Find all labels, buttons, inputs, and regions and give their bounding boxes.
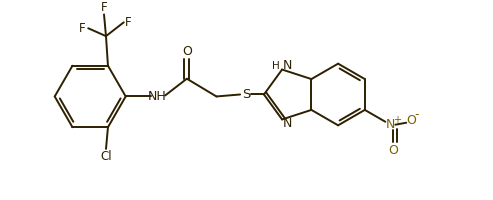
Text: S: S xyxy=(242,88,250,101)
Text: H: H xyxy=(272,61,280,71)
Text: O: O xyxy=(406,114,416,127)
Text: N: N xyxy=(386,118,395,131)
Text: O: O xyxy=(388,144,398,157)
Text: F: F xyxy=(101,1,107,14)
Text: F: F xyxy=(125,16,132,29)
Text: Cl: Cl xyxy=(100,150,112,163)
Text: F: F xyxy=(79,22,86,35)
Text: +: + xyxy=(393,115,401,125)
Text: N: N xyxy=(283,59,292,72)
Text: N: N xyxy=(283,117,292,130)
Text: O: O xyxy=(182,45,192,58)
Text: NH: NH xyxy=(148,90,167,103)
Text: -: - xyxy=(415,108,420,121)
